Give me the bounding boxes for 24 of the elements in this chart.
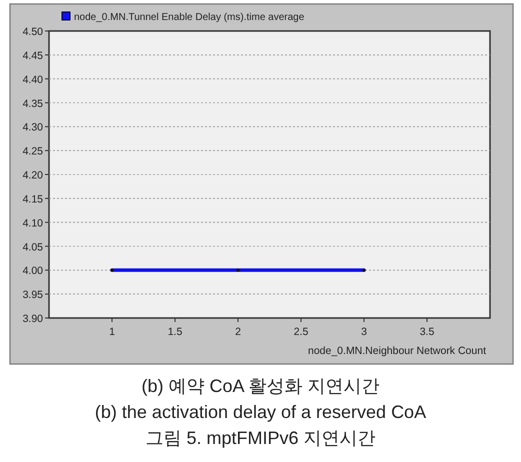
caption: 그림 5. mptFMIPv6 지연시간 [145, 428, 376, 448]
x-tick-label: 3.5 [420, 326, 434, 338]
x-tick-label: 1 [109, 326, 116, 338]
y-tick-label: 4.20 [22, 170, 44, 182]
y-tick-label: 4.40 [22, 74, 44, 86]
y-tick-label: 4.00 [22, 265, 44, 278]
text: (b) 예약 CoA 활성화 지연시간 [141, 376, 380, 396]
x-tick-label: 3 [361, 326, 368, 338]
y-tick-label: 4.30 [22, 122, 44, 134]
y-tick-label: 3.95 [22, 289, 44, 302]
y-tick-label: 4.45 [22, 50, 44, 62]
x-axis-title: node_0.MN.Neighbour Network Count [308, 345, 486, 357]
text: (b) the activation delay of a reserved CoA [94, 402, 426, 422]
y-tick-label: 4.15 [22, 193, 44, 206]
x-tick-label: 2.5 [294, 326, 308, 338]
y-tick-label: 4.50 [22, 26, 44, 38]
legend-label: node_0.MN.Tunnel Enable Delay (ms).time average [74, 12, 305, 23]
x-tick-label: 1.5 [168, 326, 182, 338]
x-tick-label: 2 [235, 326, 242, 338]
y-tick-label: 4.10 [22, 217, 44, 230]
y-tick-label: 4.05 [22, 241, 44, 254]
y-tick-label: 4.25 [22, 146, 44, 158]
y-tick-label: 4.35 [22, 98, 44, 110]
y-tick-label: 3.90 [22, 313, 44, 325]
